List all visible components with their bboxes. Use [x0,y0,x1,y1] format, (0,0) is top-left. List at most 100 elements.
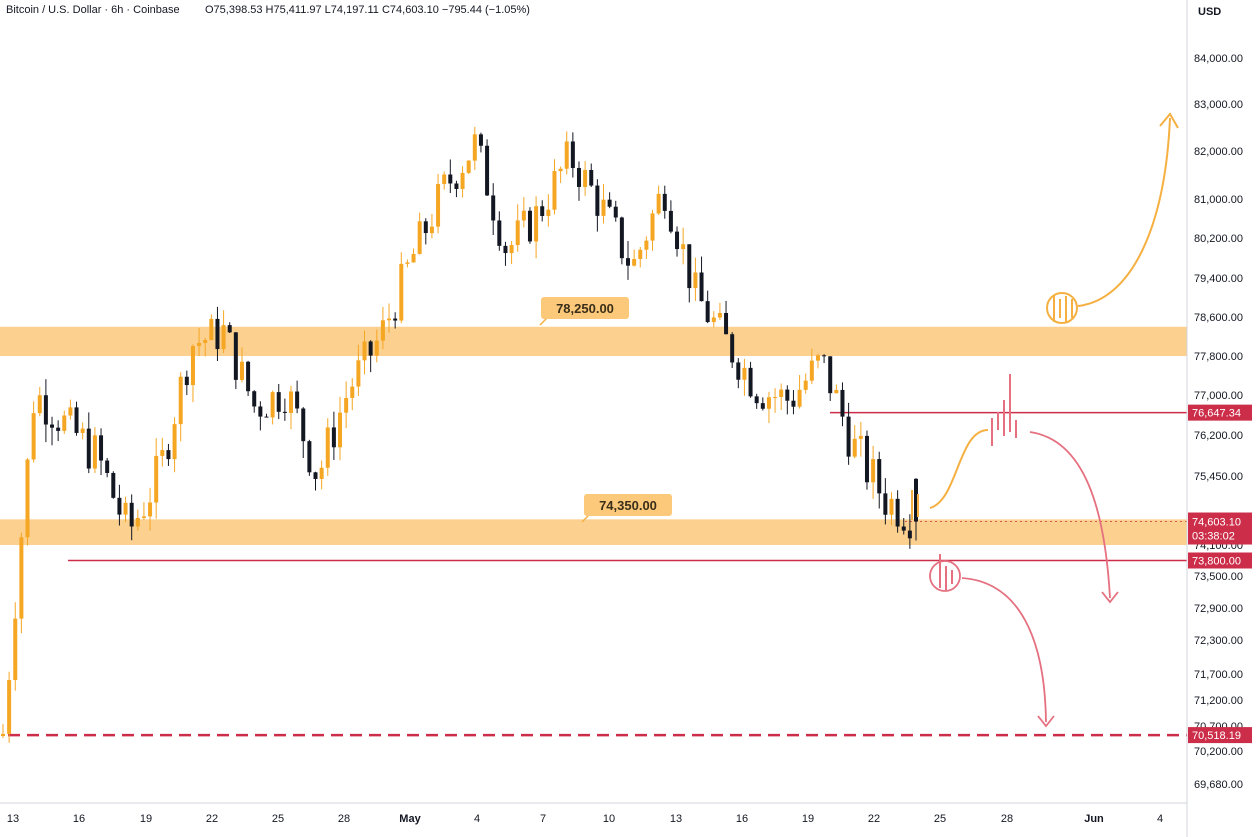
candle-body [387,318,392,321]
candle-body [172,424,177,460]
candle-body [7,679,12,734]
projections-layer [911,112,1179,728]
candle-body [80,428,85,433]
price-tick-label: 72,900.00 [1194,603,1243,615]
candle-body [785,389,790,401]
candle-body [233,332,238,380]
time-tick-label: 16 [73,813,85,825]
price-tick-label: 72,300.00 [1194,635,1243,647]
candle-body [374,340,379,356]
candle-body [56,427,61,431]
candle-body [436,183,441,227]
zone-label: 78,250.00 [556,301,614,316]
candle-body [460,172,465,189]
candle-body [895,498,900,527]
zone-label: 74,350.00 [599,498,657,513]
candle-body [319,467,324,479]
candle-body [411,253,416,263]
breakdown-marker [929,560,961,592]
candle-body [307,441,312,473]
candle-body [478,134,483,146]
candle-body [779,389,784,398]
price-tick-label: 84,000.00 [1194,53,1243,65]
candle-body [123,502,128,515]
price-tick-label: 76,200.00 [1194,430,1243,442]
candle-body [797,389,802,407]
candle-body [74,407,79,433]
levels-layer [8,411,1187,737]
candle-body [154,455,159,503]
candle-body [583,169,588,187]
drop-projection-path [1029,431,1111,599]
candle-body [190,345,195,386]
candle-body [699,272,704,302]
candle-body [668,210,673,232]
time-axis[interactable]: 13 16 19 22 25 28 May 4 7 10 13 16 19 22 25 28 Jun 4 [7,813,1163,825]
candle-body [693,272,698,289]
candle-body [497,220,502,246]
candle-body [754,396,759,404]
candle-body [638,249,643,259]
candle-body [43,395,48,425]
candle-body [111,472,116,498]
candle-body [50,424,55,428]
candle-body [215,318,220,350]
candle-body [907,530,912,539]
zones-layer: 78,250.00 74,350.00 [0,297,1187,545]
candle-body [595,185,600,216]
candle-body [25,459,30,538]
candle-body [13,618,18,680]
price-axis[interactable]: 84,000.00 83,000.00 82,000.00 81,000.00 80,2… [1194,53,1243,791]
candle-body [877,459,882,494]
symbol-title[interactable]: Bitcoin / U.S. Dollar · 6h · Coinbase [6,4,180,16]
candle-body [503,245,508,254]
last-price-value: 74,603.10 [1192,517,1241,529]
price-level-tag-text: 73,800.00 [1192,556,1241,568]
candle-body [148,502,153,517]
price-tick-label: 81,000.00 [1194,194,1243,206]
candle-body [405,262,410,264]
candle-body [852,438,857,457]
candles-layer [1,126,918,743]
candle-body [650,213,655,241]
candle-body [331,427,336,448]
candle-body [828,356,833,394]
candle-body [834,389,839,394]
candle-body [380,320,385,341]
candle-body [656,193,661,214]
candle-body [626,258,631,266]
candle-body [760,403,765,409]
price-tick-label: 78,600.00 [1194,312,1243,324]
breakdown-projection-arrowhead [1037,715,1055,728]
price-tick-label: 75,450.00 [1194,471,1243,483]
candle-body [534,206,539,242]
support-resistance-zone [0,519,1187,545]
candle-body [270,392,275,418]
candle-body [135,517,140,527]
candle-body [619,217,624,259]
candle-body [864,435,869,483]
time-tick-label: Jun [1084,813,1104,825]
candle-body [613,206,618,218]
candle-body [589,169,594,186]
candle-body [166,450,171,460]
time-tick-label: 25 [272,813,284,825]
candle-body [227,325,232,333]
candle-body [301,408,306,442]
candle-body [570,141,575,168]
candle-body [99,435,104,461]
candle-body [276,392,281,412]
candle-body [350,386,355,398]
candle-body [558,168,563,172]
candle-body [19,537,24,619]
bull-breakout-marker [1046,292,1078,324]
candle-body [282,411,287,413]
price-tick-label: 80,200.00 [1194,233,1243,245]
candle-body [773,397,778,399]
price-tags: 76,647.34 73,800.00 70,518.19 74,603.10 03:3… [1188,404,1252,744]
candle-body [344,397,349,413]
candle-body [246,361,251,392]
time-tick-label: May [399,813,421,825]
candle-body [681,244,686,250]
